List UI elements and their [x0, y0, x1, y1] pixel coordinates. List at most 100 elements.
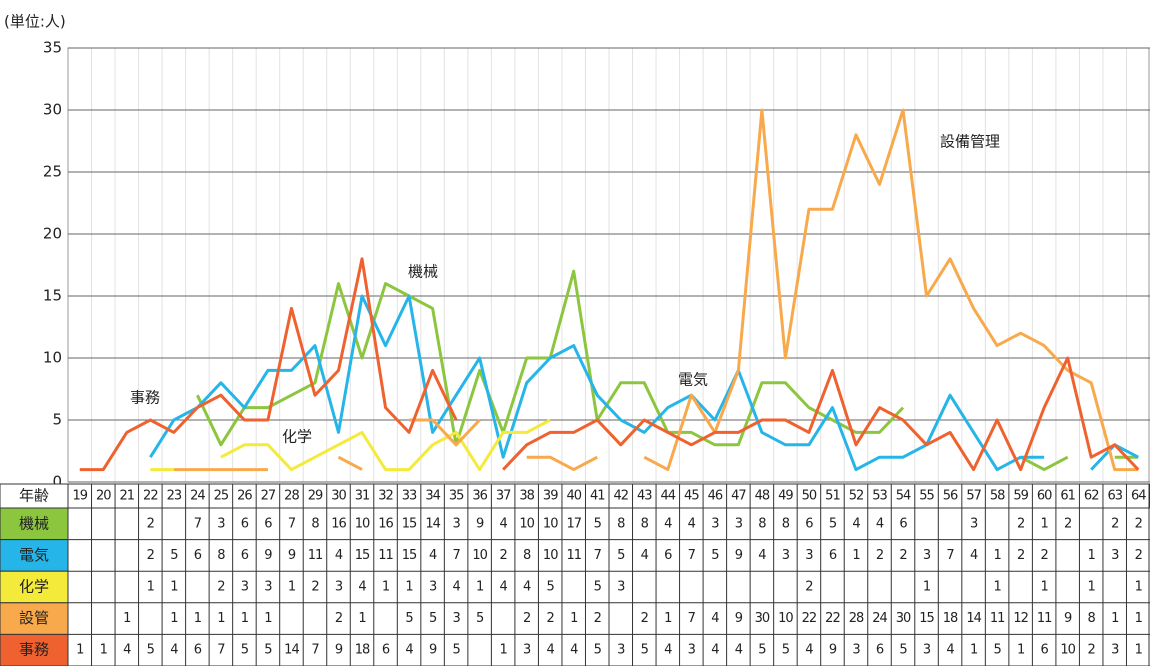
- table-value: 2: [147, 548, 154, 563]
- table-value: 1: [1088, 548, 1096, 563]
- table-value: 2: [1064, 516, 1071, 531]
- table-value: 9: [264, 548, 272, 563]
- table-value: 2: [547, 611, 554, 626]
- table-value: 4: [664, 643, 672, 658]
- table-value: 14: [425, 516, 440, 531]
- table-value: 3: [1111, 643, 1119, 658]
- table-value: 3: [711, 516, 719, 531]
- y-tick-label: 15: [43, 287, 62, 305]
- x-tick-label: 28: [284, 489, 299, 504]
- table-value: 14: [284, 643, 299, 658]
- table-value: 5: [641, 643, 649, 658]
- table-value: 4: [711, 611, 719, 626]
- table-value: 9: [735, 548, 743, 563]
- table-value: 3: [735, 516, 743, 531]
- table-value: 1: [1135, 643, 1143, 658]
- x-tick-label: 52: [849, 489, 864, 504]
- table-value: 3: [782, 548, 790, 563]
- table-value: 1: [1041, 516, 1049, 531]
- table-value: 5: [547, 580, 555, 595]
- table-value: 30: [896, 611, 911, 626]
- table-value: 9: [1064, 611, 1072, 626]
- annotation: 設備管理: [940, 133, 1000, 151]
- table-value: 1: [241, 611, 249, 626]
- table-value: 1: [664, 611, 672, 626]
- table-value: 4: [711, 643, 719, 658]
- x-tick-label: 57: [966, 489, 981, 504]
- series-line: [173, 108, 1139, 472]
- table-value: 1: [1111, 611, 1119, 626]
- table-value: 11: [566, 548, 581, 563]
- table-value: 1: [1041, 580, 1049, 595]
- x-tick-label: 62: [1084, 489, 1099, 504]
- table-value: 6: [664, 548, 672, 563]
- table-value: 3: [241, 580, 249, 595]
- table-value: 1: [194, 611, 202, 626]
- table-value: 5: [476, 611, 484, 626]
- table-value: 10: [543, 548, 558, 563]
- table-value: 8: [758, 516, 766, 531]
- table-value: 8: [641, 516, 649, 531]
- table-value: 4: [500, 516, 508, 531]
- x-tick-label: 49: [778, 489, 793, 504]
- table-value: 4: [170, 643, 178, 658]
- table-value: 8: [1088, 611, 1096, 626]
- x-tick-label: 54: [896, 489, 911, 504]
- x-tick-label: 61: [1060, 489, 1075, 504]
- table-value: 1: [993, 580, 1001, 595]
- table-value: 1: [405, 580, 413, 595]
- x-tick-label: 63: [1107, 489, 1122, 504]
- table-value: 4: [523, 580, 531, 595]
- legend-cell: [0, 602, 69, 635]
- table-value: 11: [378, 548, 393, 563]
- table-value: 15: [402, 548, 417, 563]
- table-value: 15: [402, 516, 417, 531]
- x-tick-label: 23: [167, 489, 182, 504]
- table-value: 4: [500, 580, 508, 595]
- table-value: 1: [1135, 580, 1143, 595]
- table-value: 2: [641, 611, 648, 626]
- table-value: 5: [170, 548, 178, 563]
- legend-label: 電気: [19, 546, 49, 564]
- x-tick-label: 20: [96, 489, 111, 504]
- table-value: 1: [288, 580, 296, 595]
- legend-label: 設管: [19, 609, 49, 627]
- table-value: 2: [500, 548, 507, 563]
- table-value: 3: [264, 580, 272, 595]
- table-value: 24: [872, 611, 887, 626]
- table-value: 2: [1041, 548, 1048, 563]
- table-value: 9: [335, 643, 343, 658]
- x-tick-label: 33: [402, 489, 417, 504]
- table-value: 2: [594, 611, 601, 626]
- x-tick-label: 25: [214, 489, 229, 504]
- table-value: 4: [688, 516, 696, 531]
- table-value: 4: [641, 548, 649, 563]
- annotation: 化学: [282, 428, 312, 446]
- table-value: 5: [241, 643, 249, 658]
- table-value: 5: [993, 643, 1001, 658]
- table-value: 16: [331, 516, 346, 531]
- table-value: 5: [429, 611, 437, 626]
- series-line: [79, 257, 1140, 472]
- table-value: 14: [966, 611, 981, 626]
- table-value: 16: [378, 516, 393, 531]
- table-value: 5: [782, 643, 790, 658]
- x-axis-label: 年齢: [19, 487, 49, 505]
- table-value: 4: [405, 643, 413, 658]
- table-value: 1: [217, 611, 225, 626]
- table-value: 1: [170, 580, 178, 595]
- table-value: 3: [335, 580, 343, 595]
- table-value: 4: [429, 548, 437, 563]
- table-value: 5: [758, 643, 766, 658]
- legend-label: 化学: [19, 578, 49, 596]
- x-tick-label: 58: [990, 489, 1005, 504]
- x-tick-label: 45: [684, 489, 699, 504]
- table-value: 2: [1017, 516, 1024, 531]
- legend-cell: [0, 539, 69, 572]
- x-tick-label: 59: [1013, 489, 1028, 504]
- x-tick-label: 44: [661, 489, 676, 504]
- table-value: 1: [76, 643, 84, 658]
- y-tick-label: 5: [52, 411, 62, 429]
- table-value: 22: [802, 611, 817, 626]
- table-value: 5: [594, 643, 602, 658]
